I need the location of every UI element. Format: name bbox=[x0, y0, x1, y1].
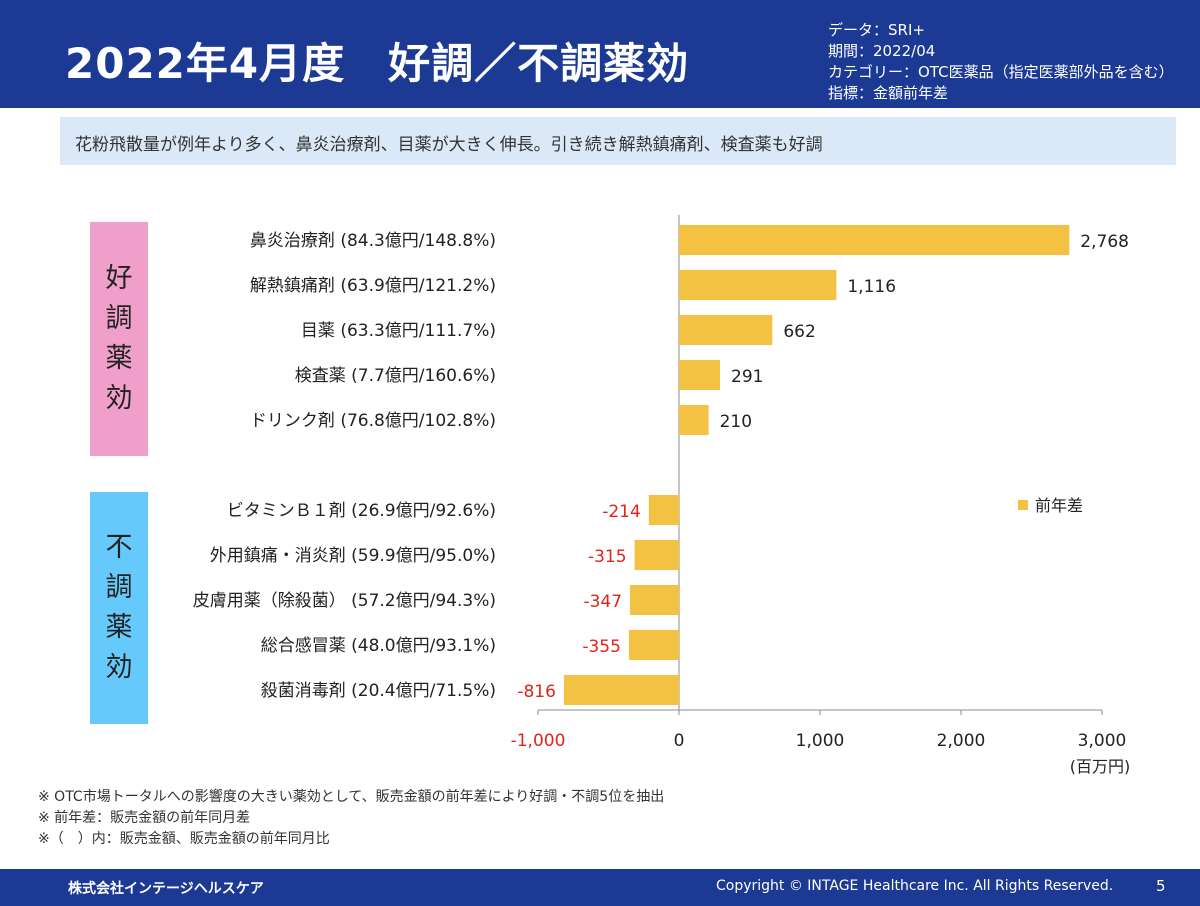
copyright-text: Copyright © INTAGE Healthcare Inc. All R… bbox=[716, 878, 1114, 894]
bar bbox=[679, 405, 709, 435]
value-label: 210 bbox=[720, 412, 752, 432]
category-label: ドリンク剤 (76.8億円/102.8%) bbox=[250, 411, 496, 431]
meta-metric: 指標：金額前年差 bbox=[828, 84, 949, 102]
bad-group-label: 不 調 薬 効 bbox=[90, 492, 148, 724]
good-label-char: 薬 bbox=[105, 343, 133, 374]
page-number: 5 bbox=[1156, 877, 1166, 895]
bad-label-char: 不 bbox=[105, 532, 133, 563]
category-label: 目薬 (63.3億円/111.7%) bbox=[301, 321, 496, 341]
page-title: 2022年4月度 好調／不調薬効 bbox=[65, 39, 690, 88]
good-group-label: 好 調 薬 効 bbox=[90, 222, 148, 456]
value-label: -315 bbox=[588, 547, 627, 567]
category-label: 総合感冒薬 (48.0億円/93.1%) bbox=[261, 636, 496, 656]
company-name: 株式会社インテージヘルスケア bbox=[68, 881, 264, 897]
x-tick-label: -1,000 bbox=[511, 731, 566, 751]
footnote: ※ OTC市場トータルへの影響度の大きい薬効として、販売金額の前年差により好調・… bbox=[38, 789, 665, 805]
footnote: ※（ ）内：販売金額、販売金額の前年同月比 bbox=[38, 831, 330, 847]
value-label: 2,768 bbox=[1080, 232, 1129, 252]
category-label: 外用鎮痛・消炎剤 (59.9億円/95.0%) bbox=[210, 546, 496, 566]
x-tick-label: 3,000 bbox=[1078, 731, 1127, 751]
value-label: -355 bbox=[582, 637, 621, 657]
bar bbox=[634, 540, 679, 570]
bar bbox=[679, 225, 1070, 255]
category-label: 皮膚用薬（除殺菌） (57.2億円/94.3%) bbox=[193, 591, 496, 611]
good-label-char: 調 bbox=[105, 303, 133, 334]
x-tick-label: 2,000 bbox=[937, 731, 986, 751]
category-label: 検査薬 (7.7億円/160.6%) bbox=[295, 366, 496, 386]
footnotes: ※ OTC市場トータルへの影響度の大きい薬効として、販売金額の前年差により好調・… bbox=[38, 787, 664, 850]
summary-text: 花粉飛散量が例年より多く、鼻炎治療剤、目薬が大きく伸長。引き続き解熱鎮痛剤、検査… bbox=[75, 135, 823, 155]
good-label-char: 効 bbox=[105, 383, 133, 414]
category-label: 殺菌消毒剤 (20.4億円/71.5%) bbox=[261, 681, 496, 701]
bar bbox=[679, 315, 773, 345]
value-label: 662 bbox=[783, 322, 815, 342]
value-label: -214 bbox=[602, 502, 641, 522]
bar-chart: -1,000 0 1,000 2,000 3,000 (百万円) 鼻炎治療剤 (84.3億円… bbox=[193, 215, 1131, 776]
bar bbox=[628, 630, 679, 660]
category-label: 解熱鎮痛剤 (63.9億円/121.2%) bbox=[250, 276, 496, 296]
value-label: -347 bbox=[583, 592, 622, 612]
bar bbox=[630, 585, 679, 615]
bar bbox=[648, 495, 679, 525]
x-tick-label: 0 bbox=[674, 731, 685, 751]
category-label: 鼻炎治療剤 (84.3億円/148.8%) bbox=[250, 231, 496, 251]
bar bbox=[679, 270, 837, 300]
legend-label: 前年差 bbox=[1035, 496, 1083, 515]
summary-box: 花粉飛散量が例年より多く、鼻炎治療剤、目薬が大きく伸長。引き続き解熱鎮痛剤、検査… bbox=[60, 117, 1176, 165]
meta-data-source: データ：SRI+ bbox=[828, 21, 925, 39]
x-axis-unit: (百万円) bbox=[1070, 757, 1131, 776]
value-label: -816 bbox=[517, 682, 556, 702]
value-label: 291 bbox=[731, 367, 763, 387]
legend-swatch bbox=[1018, 500, 1028, 510]
bad-label-char: 調 bbox=[105, 572, 133, 603]
footer-bar: 株式会社インテージヘルスケア Copyright © INTAGE Health… bbox=[0, 869, 1200, 906]
bad-label-char: 効 bbox=[105, 652, 133, 683]
good-label-char: 好 bbox=[105, 263, 133, 294]
x-tick-label: 1,000 bbox=[796, 731, 845, 751]
header-bar: 2022年4月度 好調／不調薬効 データ：SRI+ 期間：2022/04 カテゴ… bbox=[0, 0, 1200, 108]
bar bbox=[679, 360, 721, 390]
footnote: ※ 前年差：販売金額の前年同月差 bbox=[38, 810, 251, 826]
category-label: ビタミンＢ１剤 (26.9億円/92.6%) bbox=[227, 501, 496, 521]
bad-label-char: 薬 bbox=[105, 612, 133, 643]
bar bbox=[563, 675, 679, 705]
meta-period: 期間：2022/04 bbox=[828, 42, 936, 60]
meta-info: データ：SRI+ 期間：2022/04 カテゴリー：OTC医薬品（指定医薬部外品… bbox=[828, 20, 1174, 104]
value-label: 1,116 bbox=[847, 277, 896, 297]
meta-category: カテゴリー：OTC医薬品（指定医薬部外品を含む） bbox=[828, 63, 1174, 81]
